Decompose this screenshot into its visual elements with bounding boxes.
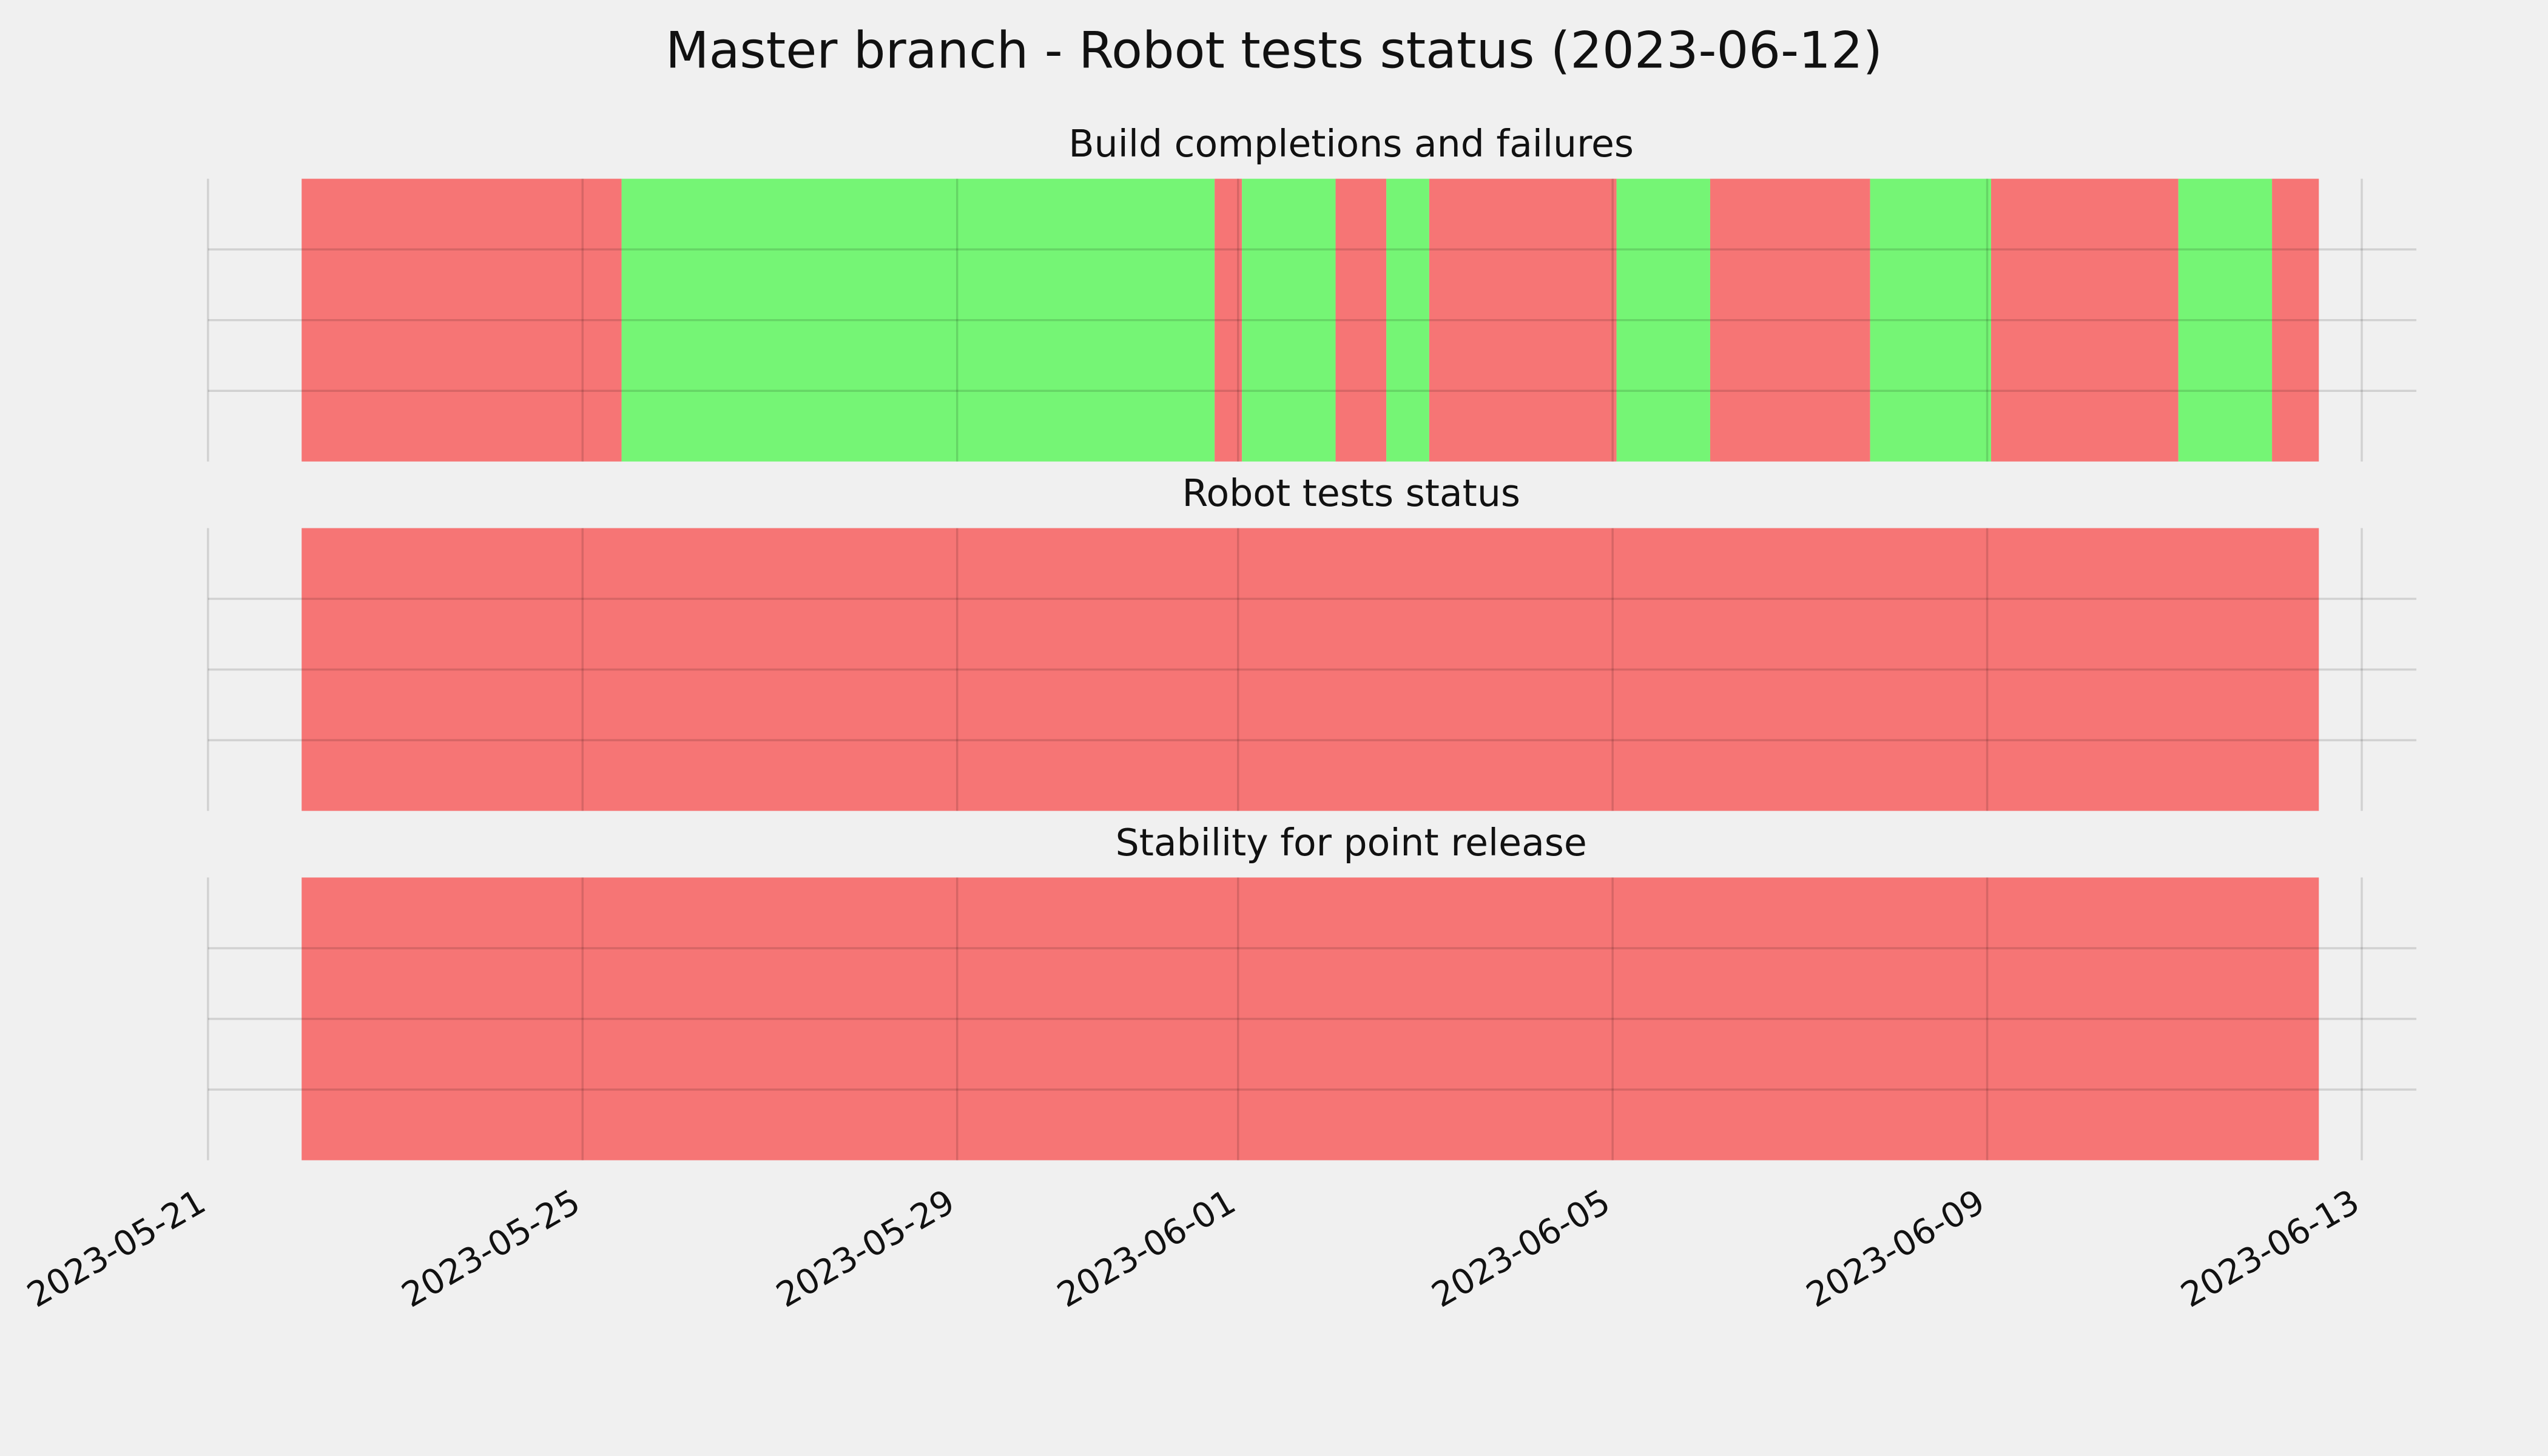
status-segment xyxy=(1616,178,1710,462)
status-segment xyxy=(1429,178,1617,462)
status-segment xyxy=(1215,178,1242,462)
x-tick-label: 2023-05-25 xyxy=(396,1182,587,1316)
status-segment xyxy=(1870,178,1992,462)
chart-title: Master branch - Robot tests status (2023… xyxy=(666,21,1882,79)
status-segment xyxy=(2272,178,2319,462)
status-segment xyxy=(1386,178,1429,462)
status-segment xyxy=(302,877,2319,1161)
x-tick-label: 2023-06-05 xyxy=(1426,1182,1617,1316)
subplot-title: Build completions and failures xyxy=(1068,122,1634,166)
x-tick-label: 2023-06-01 xyxy=(1051,1182,1242,1316)
status-segment xyxy=(2178,178,2273,462)
status-segment xyxy=(302,178,622,462)
status-segment xyxy=(1335,178,1387,462)
subplot-title: Stability for point release xyxy=(1116,821,1587,864)
status-segment xyxy=(302,528,2319,811)
x-tick-label: 2023-05-29 xyxy=(770,1182,962,1316)
status-segment xyxy=(1710,178,1870,462)
x-tick-label: 2023-06-13 xyxy=(2174,1182,2366,1316)
x-tick-label: 2023-05-21 xyxy=(21,1182,212,1316)
status-segment xyxy=(1242,178,1336,462)
x-tick-label: 2023-06-09 xyxy=(1800,1182,1992,1316)
status-segment xyxy=(621,178,1215,462)
status-segment xyxy=(1991,178,2179,462)
subplot-title: Robot tests status xyxy=(1182,471,1520,515)
